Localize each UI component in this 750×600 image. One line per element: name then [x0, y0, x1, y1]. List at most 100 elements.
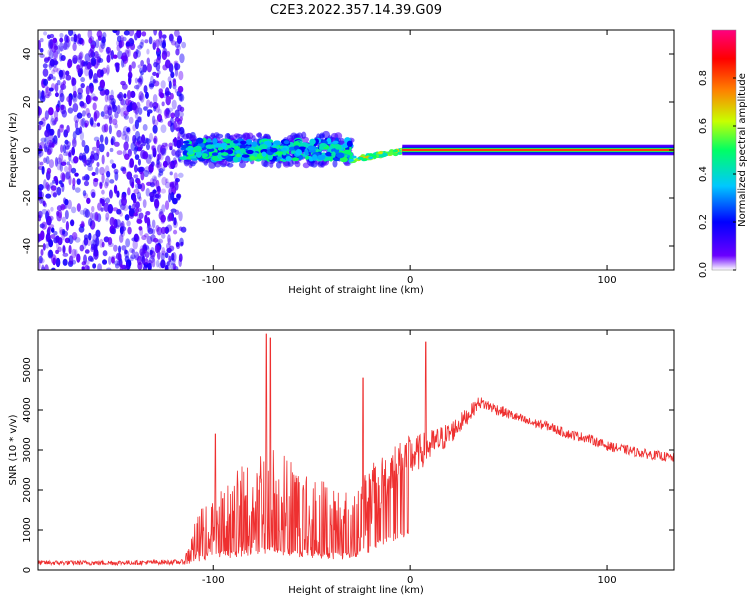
heatmap-cell [70, 219, 75, 227]
heatmap-cell [302, 162, 310, 169]
heatmap-cell [368, 156, 374, 160]
heatmap-cell [116, 190, 120, 198]
heatmap-cell [332, 159, 338, 168]
heatmap-cell [52, 50, 59, 61]
heatmap-cell [115, 252, 121, 261]
heatmap-cell [176, 120, 180, 131]
heatmap-cell [113, 244, 118, 252]
heatmap-cell [125, 262, 129, 269]
heatmap-cell [174, 150, 180, 158]
heatmap-cell [85, 174, 90, 181]
heatmap-cell [156, 114, 163, 123]
heatmap-cell [151, 219, 156, 229]
heatmap-cell [76, 34, 80, 45]
heatmap-cell [84, 144, 90, 154]
heatmap-cell [182, 140, 190, 144]
heatmap-cell [46, 209, 51, 217]
heatmap-cell [164, 142, 168, 151]
heatmap-cell [61, 109, 67, 118]
heatmap-cell [269, 147, 278, 153]
heatmap-cell [74, 236, 81, 243]
snr-plot-area [38, 330, 674, 570]
heatmap-cell [125, 259, 132, 268]
heatmap-cell [129, 158, 135, 168]
heatmap-cell [157, 173, 161, 178]
heatmap-cell [172, 229, 178, 235]
heatmap-cell [157, 144, 163, 154]
heatmap-cell [59, 53, 63, 62]
heatmap-cell [145, 188, 150, 197]
heatmap-cell [93, 178, 99, 183]
heatmap-cell [56, 79, 61, 86]
heatmap-cell [185, 146, 195, 152]
heatmap-cell [174, 209, 180, 216]
heatmap-cell [161, 101, 165, 107]
heatmap-cell [164, 200, 170, 210]
heatmap-cell [179, 53, 185, 64]
heatmap-cell [175, 177, 180, 183]
heatmap-cell [157, 238, 164, 244]
heatmap-cell [143, 169, 149, 178]
heatmap-cell [348, 158, 354, 162]
heatmap-cell [116, 129, 122, 138]
heatmap-cell [159, 92, 165, 99]
heatmap-cell [92, 96, 98, 101]
heatmap-cell [139, 41, 144, 49]
heatmap-cell [43, 78, 49, 86]
heatmap-cell [73, 33, 78, 43]
heatmap-cell [38, 124, 42, 131]
heatmap-cell [178, 211, 183, 222]
heatmap-cell [161, 147, 167, 156]
heatmap-cell [41, 264, 45, 270]
heatmap-cell [127, 226, 132, 235]
heatmap-cell [170, 112, 175, 119]
heatmap-cell [47, 144, 53, 155]
heatmap-cell [255, 132, 262, 138]
heatmap-cell [250, 155, 255, 160]
heatmap-cell [146, 99, 151, 108]
colorbar-label: Normalized spectral amplitude [737, 73, 748, 227]
heatmap-cell [59, 71, 63, 81]
heatmap-cell [146, 63, 152, 73]
heatmap-cell [67, 60, 72, 69]
heatmap-cell [53, 175, 58, 182]
heatmap-cell [164, 264, 169, 270]
heatmap-cell [66, 161, 71, 166]
heatmap-cell [178, 70, 184, 81]
heatmap-cell [185, 133, 193, 140]
heatmap-cell [144, 233, 149, 238]
heatmap-cell [105, 212, 110, 221]
heatmap-cell [38, 40, 41, 50]
heatmap-cell [101, 199, 105, 207]
heatmap-cell [79, 118, 85, 127]
heatmap-cell [158, 168, 164, 174]
heatmap-cell [173, 159, 177, 165]
heatmap-cell [131, 61, 136, 69]
heatmap-cell [86, 112, 92, 119]
heatmap-cell [93, 212, 98, 221]
heatmap-cell [143, 243, 147, 251]
heatmap-cell [46, 167, 52, 175]
spectrogram-x-label: Height of straight line (km) [288, 285, 424, 296]
heatmap-cell [139, 248, 145, 257]
heatmap-cell [38, 261, 41, 270]
heatmap-cell [40, 197, 45, 204]
heatmap-cell [392, 149, 398, 153]
heatmap-cell [142, 151, 149, 160]
heatmap-cell [211, 152, 219, 156]
heatmap-cell [140, 60, 144, 67]
heatmap-cell [108, 116, 113, 125]
heatmap-cell [100, 40, 106, 50]
heatmap-cell [129, 39, 135, 45]
heatmap-cell [51, 188, 57, 197]
heatmap-cell [48, 239, 54, 248]
heatmap-cell [287, 160, 294, 167]
snr-panel: -100 0 100 0 1000 2000 3000 4000 5000 Height of… [8, 329, 675, 596]
heatmap-cell [48, 249, 53, 258]
heatmap-cell [87, 165, 94, 171]
heatmap-cell [106, 66, 110, 76]
heatmap-cell [74, 187, 81, 193]
heatmap-cell [309, 138, 316, 145]
heatmap-cell [294, 160, 301, 168]
heatmap-cell [169, 258, 176, 266]
